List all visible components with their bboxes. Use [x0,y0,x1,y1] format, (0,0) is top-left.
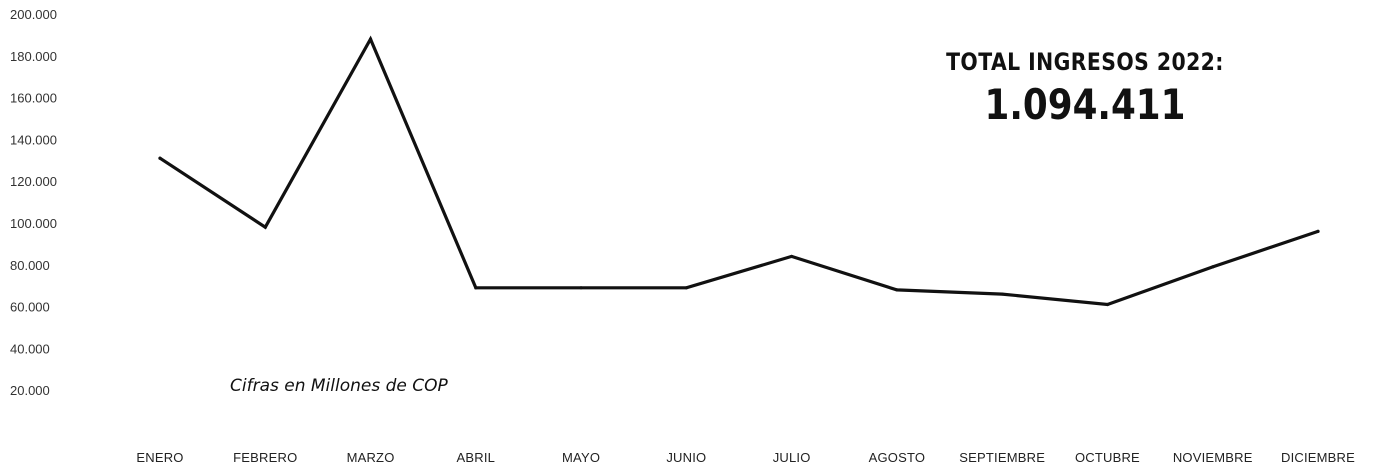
data-point [1316,229,1320,233]
data-point [895,288,899,292]
y-tick-label: 160.000 [10,91,57,106]
y-axis-ticks: 200.000 180.000 160.000 140.000 120.000 100.0… [10,7,57,398]
data-point [579,286,583,290]
x-tick-label: OCTUBRE [1075,450,1140,465]
data-point [1211,265,1215,269]
x-tick-label: JUNIO [666,450,706,465]
total-income-value: 1.094.411 [984,80,1186,129]
data-point [684,286,688,290]
x-tick-label: SEPTIEMBRE [959,450,1045,465]
y-tick-label: 180.000 [10,49,57,64]
data-point [1105,302,1110,307]
x-tick-label: NOVIEMBRE [1173,450,1253,465]
x-tick-label: ABRIL [457,450,496,465]
total-income-label: TOTAL INGRESOS 2022: [946,48,1224,76]
y-tick-label: 80.000 [10,258,50,273]
y-tick-label: 200.000 [10,7,57,22]
x-tick-label: AGOSTO [869,450,926,465]
x-tick-label: FEBRERO [233,450,297,465]
x-tick-label: ENERO [136,450,183,465]
x-tick-label: DICIEMBRE [1281,450,1355,465]
x-tick-label: MARZO [347,450,395,465]
x-axis-ticks: ENERO FEBRERO MARZO ABRIL MAYO JUNIO JULIO AGOS… [136,450,1355,465]
data-point [790,254,794,259]
y-tick-label: 20.000 [10,383,50,398]
data-point [474,286,478,290]
y-tick-label: 40.000 [10,341,50,356]
y-tick-label: 100.000 [10,216,57,231]
units-annotation: Cifras en Millones de COP [230,376,448,396]
y-tick-label: 140.000 [10,132,57,147]
data-point [158,156,162,160]
x-tick-label: MAYO [562,450,600,465]
y-tick-label: 120.000 [10,174,57,189]
y-tick-label: 60.000 [10,300,50,315]
x-tick-label: JULIO [773,450,811,465]
data-point [263,225,267,229]
data-point [1000,292,1004,296]
data-point [368,37,373,41]
data-points [158,37,1320,307]
series-line [158,35,1320,307]
total-income-block: TOTAL INGRESOS 2022: 1.094.411 [900,48,1270,129]
